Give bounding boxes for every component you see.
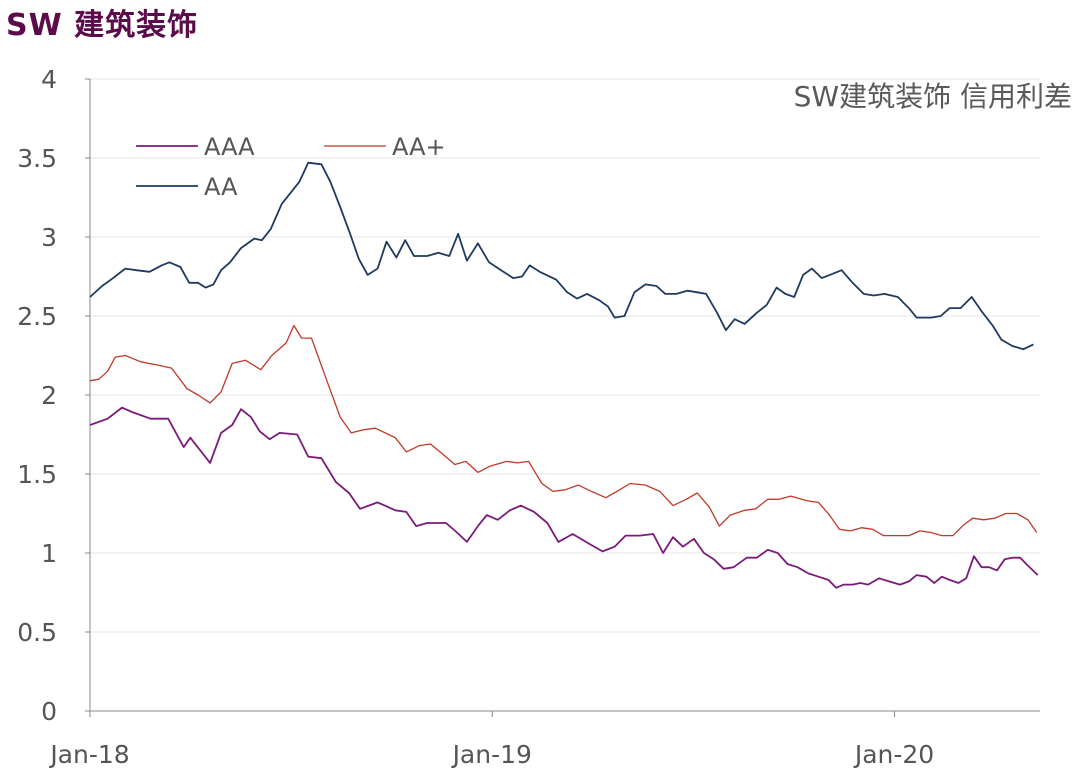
page-title: SW 建筑装饰: [6, 8, 199, 43]
legend: AAA AA+ AA: [136, 133, 446, 201]
y-tick-label: 3: [41, 223, 57, 252]
chart-title: SW建筑装饰 信用利差: [794, 80, 1072, 113]
legend-label: AAA: [204, 133, 255, 161]
series-line-aaa: [89, 406, 1039, 589]
x-tick-label: Jan-20: [853, 740, 934, 769]
y-tick-label: 0: [41, 697, 57, 726]
series-line-aa: [89, 161, 1034, 351]
x-axis-ticks: Jan-18 Jan-19 Jan-20: [48, 711, 934, 769]
series-lines: [89, 161, 1039, 589]
gridlines: [90, 78, 1040, 633]
y-tick-label: 2: [41, 381, 57, 410]
y-tick-label: 2.5: [17, 302, 57, 331]
y-axis-ticks: 0 0.5 1 1.5 2 2.5 3 3.5 4: [17, 65, 90, 726]
y-tick-label: 1: [41, 539, 57, 568]
y-tick-label: 1.5: [17, 460, 57, 489]
x-tick-label: Jan-19: [451, 740, 532, 769]
legend-label: AA+: [392, 133, 446, 161]
y-tick-label: 4: [41, 65, 57, 94]
y-tick-label: 3.5: [17, 144, 57, 173]
x-tick-label: Jan-18: [48, 740, 129, 769]
series-line-aaplus: [89, 324, 1038, 537]
y-tick-label: 0.5: [17, 618, 57, 647]
legend-label: AA: [204, 173, 238, 201]
